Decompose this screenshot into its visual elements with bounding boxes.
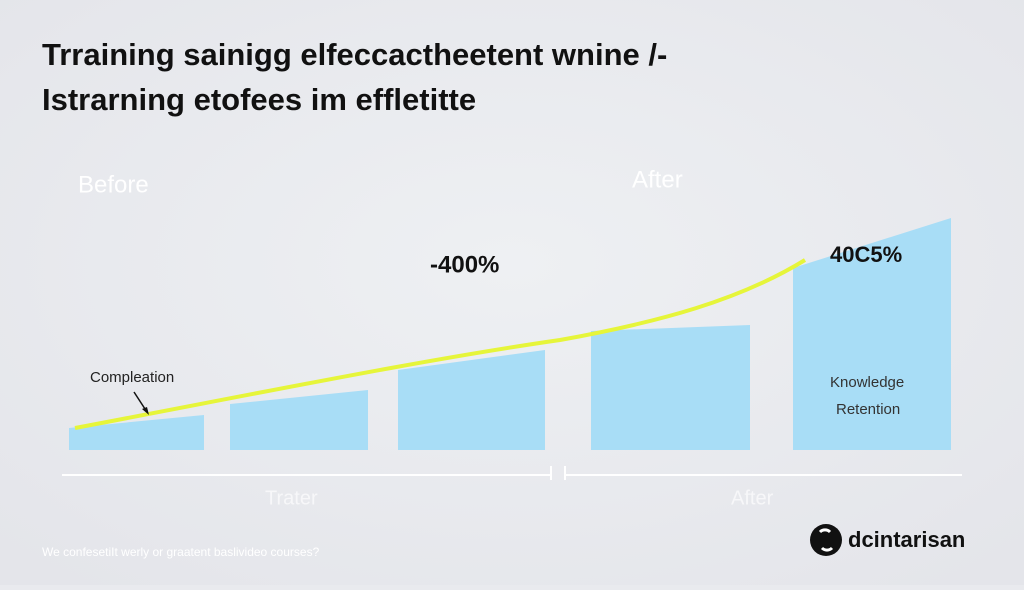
bar: [69, 415, 204, 450]
axis-label: After: [731, 487, 774, 509]
title-line: Istrarning etofees im effletitte: [42, 82, 476, 117]
brand-name: dcintarisan: [848, 527, 965, 552]
bar: [591, 325, 750, 450]
bars: [69, 218, 951, 450]
change-label: 40C5%: [830, 242, 902, 267]
change-label: -400%: [430, 251, 499, 278]
completion-label: Compleation: [90, 369, 174, 386]
before-label: Before: [78, 171, 149, 198]
after-label: After: [632, 166, 683, 193]
brand-icon: [810, 524, 842, 556]
footer-note: We confesetiIt werly or graatent baslivi…: [42, 545, 320, 559]
bar: [230, 390, 368, 450]
knowledge-label: Knowledge: [830, 374, 904, 391]
axis-label: Trater: [265, 487, 318, 509]
bar: [793, 218, 951, 450]
trend-line: [74, 258, 807, 430]
brand-icon-mark: [818, 528, 834, 552]
retention-label: Retention: [836, 401, 900, 418]
title-line: Trraining sainigg elfeccactheetent wnine…: [42, 37, 667, 72]
bar: [398, 350, 545, 450]
pointer-head: [142, 407, 149, 415]
